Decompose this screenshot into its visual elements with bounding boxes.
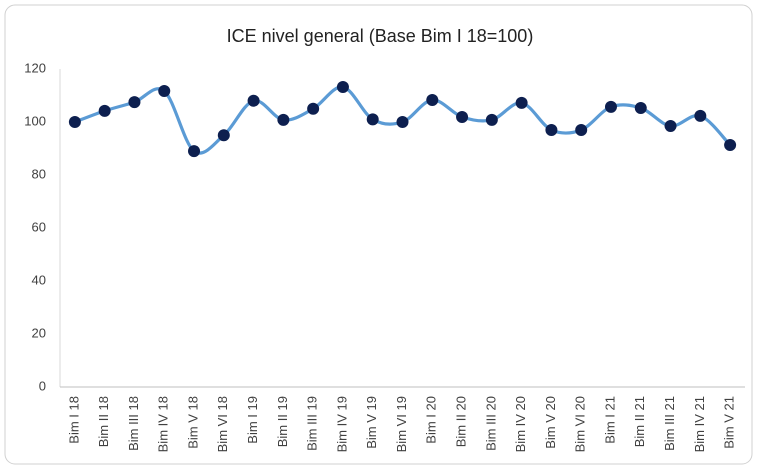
x-tick-label: Bim II 20 bbox=[454, 396, 469, 447]
point-marker bbox=[217, 129, 230, 142]
x-tick-label: Bim VI 18 bbox=[215, 396, 230, 452]
x-tick-label: Bim I 18 bbox=[66, 396, 81, 444]
x-tick-label: Bim V 21 bbox=[722, 396, 737, 449]
y-tick-label: 20 bbox=[32, 325, 46, 340]
point-marker bbox=[307, 102, 320, 115]
x-tick-label: Bim II 18 bbox=[96, 396, 111, 447]
x-tick-label: Bim V 19 bbox=[364, 396, 379, 449]
x-tick-label: Bim IV 21 bbox=[692, 396, 707, 452]
point-marker bbox=[247, 94, 260, 107]
point-marker bbox=[128, 96, 141, 109]
point-marker bbox=[634, 101, 647, 114]
x-tick-label: Bim II 19 bbox=[275, 396, 290, 447]
x-tick-label: Bim V 20 bbox=[543, 396, 558, 449]
x-tick-label: Bim V 18 bbox=[185, 396, 200, 449]
point-marker bbox=[545, 123, 558, 136]
x-tick-label: Bim I 21 bbox=[602, 396, 617, 444]
x-tick-label: Bim IV 20 bbox=[513, 396, 528, 452]
point-marker bbox=[277, 113, 290, 126]
x-tick-label: Bim II 21 bbox=[632, 396, 647, 447]
point-marker bbox=[98, 104, 111, 117]
x-tick-label: Bim IV 19 bbox=[334, 396, 349, 452]
point-marker bbox=[158, 84, 171, 97]
y-tick-label: 100 bbox=[24, 113, 46, 128]
x-tick-label: Bim IV 18 bbox=[156, 396, 171, 452]
x-tick-label: Bim III 18 bbox=[126, 396, 141, 451]
x-tick-label: Bim III 19 bbox=[305, 396, 320, 451]
point-marker bbox=[575, 123, 588, 136]
point-marker bbox=[188, 145, 201, 158]
point-marker bbox=[366, 113, 379, 126]
point-marker bbox=[336, 81, 349, 94]
point-marker bbox=[664, 119, 677, 132]
y-tick-label: 40 bbox=[32, 272, 46, 287]
point-marker bbox=[604, 100, 617, 113]
y-tick-label: 0 bbox=[39, 378, 46, 393]
x-tick-label: Bim I 20 bbox=[424, 396, 439, 444]
point-marker bbox=[694, 109, 707, 122]
y-tick-label: 80 bbox=[32, 166, 46, 181]
point-marker bbox=[456, 110, 469, 123]
chart-title: ICE nivel general (Base Bim I 18=100) bbox=[227, 26, 534, 46]
point-marker bbox=[396, 116, 409, 128]
point-marker bbox=[515, 96, 528, 109]
point-marker bbox=[485, 113, 498, 126]
point-marker bbox=[724, 139, 737, 152]
point-marker bbox=[426, 94, 439, 107]
x-tick-label: Bim I 19 bbox=[245, 396, 260, 444]
x-tick-label: Bim III 21 bbox=[662, 396, 677, 451]
x-tick-label: Bim VI 20 bbox=[573, 396, 588, 452]
point-marker bbox=[68, 116, 81, 128]
chart-frame bbox=[4, 4, 753, 465]
y-tick-label: 60 bbox=[32, 219, 46, 234]
x-tick-label: Bim III 20 bbox=[483, 396, 498, 451]
x-tick-label: Bim VI 19 bbox=[394, 396, 409, 452]
y-tick-label: 120 bbox=[24, 60, 46, 75]
